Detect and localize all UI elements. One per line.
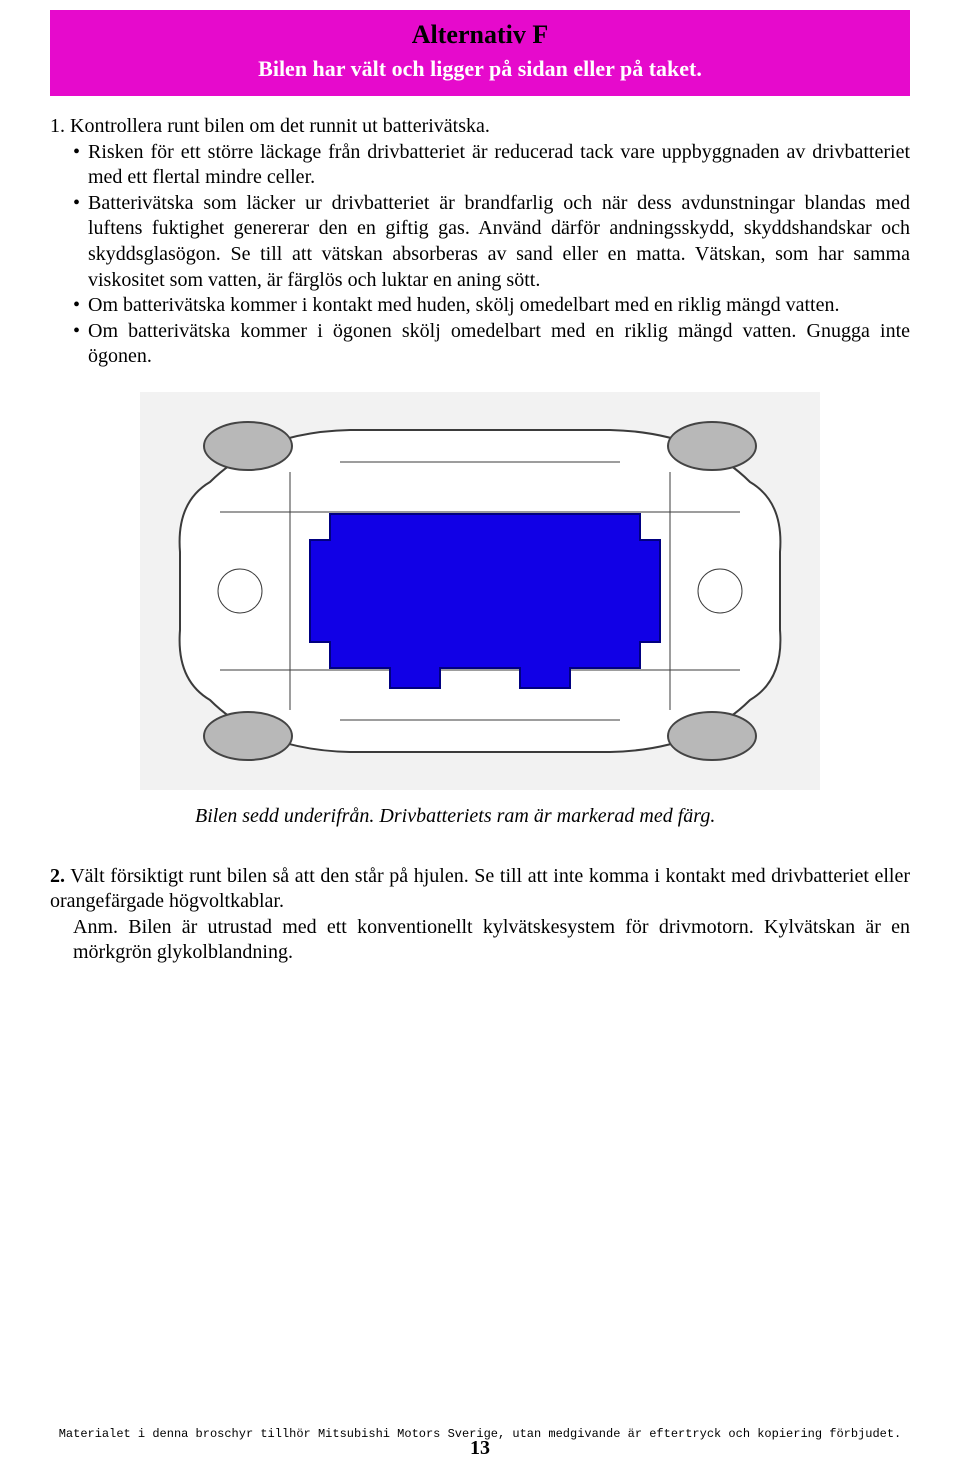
page-footer: Materialet i denna broschyr tillhör Mits… (0, 1427, 960, 1460)
step-1-lead: 1. Kontrollera runt bilen om det runnit … (50, 114, 910, 140)
bullet-item: Risken för ett större läckage från drivb… (73, 140, 910, 191)
bullet-item: Om batterivätska kommer i ögonen skölj o… (73, 319, 910, 370)
bullet-item: Batterivätska som läcker ur drivbatterie… (73, 191, 910, 293)
figure: Bilen sedd underifrån. Drivbatteriets ra… (140, 392, 820, 830)
step-2-number: 2. (50, 865, 65, 887)
header-banner: Alternativ F Bilen har vält och ligger p… (50, 10, 910, 96)
banner-title: Alternativ F (50, 20, 910, 50)
main-content: 1. Kontrollera runt bilen om det runnit … (50, 114, 910, 966)
step-1-bullets: Risken för ett större läckage från drivb… (50, 140, 910, 370)
step-2-lead: Vält försiktigt runt bilen så att den st… (50, 865, 910, 913)
step-2-note: Anm. Bilen är utrustad med ett konventio… (50, 915, 910, 966)
car-underside-diagram (140, 392, 820, 790)
bullet-item: Om batterivätska kommer i kontakt med hu… (73, 293, 910, 319)
banner-subtitle: Bilen har vält och ligger på sidan eller… (50, 56, 910, 82)
figure-caption: Bilen sedd underifrån. Drivbatteriets ra… (140, 804, 820, 830)
step-2: 2. Vält försiktigt runt bilen så att den… (50, 864, 910, 966)
